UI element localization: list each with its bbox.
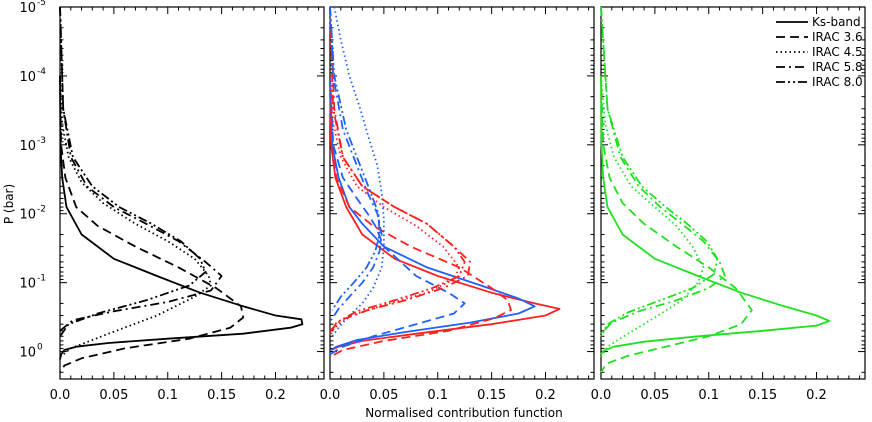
y-tick-exponent: 0 (37, 343, 43, 353)
series-line (329, 75, 512, 358)
y-tick-label: 10 (19, 208, 36, 223)
series-line (600, 6, 726, 335)
y-axis-title: P (bar) (2, 184, 16, 224)
series-line (600, 75, 831, 355)
x-tick-label: 0.05 (369, 388, 398, 403)
x-tick-label: 0.2 (535, 388, 556, 403)
series-line (331, 6, 385, 337)
x-tick-label: 0.2 (806, 388, 827, 403)
x-tick-label: 0.05 (99, 388, 128, 403)
y-tick-label: 10 (19, 346, 36, 361)
series-line (600, 6, 719, 337)
series-line (329, 6, 381, 311)
legend-label: IRAC 4.5 (812, 45, 863, 59)
legend-label: IRAC 5.8 (812, 60, 863, 74)
y-tick-label: 10 (19, 139, 36, 154)
y-tick-exponent: -3 (37, 136, 46, 146)
x-tick-label: 0.1 (698, 388, 719, 403)
legend-label: IRAC 3.6 (812, 30, 863, 44)
panel-right: 0.0 0.05 0.1 0.15 0.2 (591, 6, 866, 403)
y-tick-exponent: -2 (37, 205, 46, 215)
x-tick-label: 0.0 (591, 388, 612, 403)
y-tick-exponent: -4 (37, 67, 46, 77)
x-tick-label: 0.1 (157, 388, 178, 403)
x-tick-label: 0.15 (207, 388, 236, 403)
series-line (59, 6, 223, 332)
y-tick-label: 10 (19, 70, 36, 85)
series-line (59, 75, 304, 360)
x-tick-label: 0.2 (265, 388, 286, 403)
series-line (59, 6, 207, 337)
y-tick-label: 10 (19, 277, 36, 292)
series-line (59, 75, 245, 373)
x-tick-label: 0.05 (640, 388, 669, 403)
series-line (329, 75, 461, 337)
series-line (329, 75, 536, 351)
x-tick-label: 0.15 (477, 388, 506, 403)
series-line (329, 6, 466, 335)
panel-middle: 0.0 0.05 0.1 0.15 0.2 (320, 6, 595, 403)
x-tick-label: 0.1 (427, 388, 448, 403)
series-line (329, 75, 561, 351)
series-line (329, 6, 383, 321)
y-tick-exponent: -5 (37, 0, 46, 8)
series-line (600, 75, 705, 358)
x-tick-label: 0.0 (320, 388, 341, 403)
series-line (600, 75, 753, 373)
legend-label: IRAC 8.0 (812, 75, 863, 89)
series-line (59, 75, 212, 358)
x-tick-label: 0.0 (50, 388, 71, 403)
x-axis-title: Normalised contribution function (365, 406, 562, 420)
plot-frame (59, 6, 325, 380)
x-tick-label: 0.15 (748, 388, 777, 403)
y-tick-exponent: -1 (37, 274, 46, 284)
legend-label: Ks-band (812, 15, 861, 29)
y-tick-label: 10 (19, 1, 36, 16)
series-line (329, 75, 466, 356)
